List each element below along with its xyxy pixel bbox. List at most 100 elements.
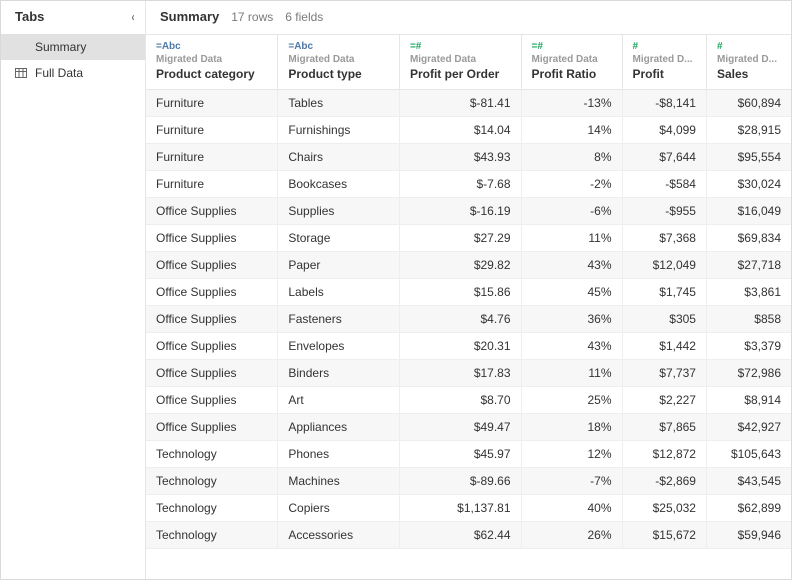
cell-pf: -$584 xyxy=(622,171,706,198)
table-row[interactable]: Office SuppliesLabels$15.8645%$1,745$3,8… xyxy=(146,279,791,306)
cell-ppo: $17.83 xyxy=(399,360,521,387)
sidebar-item-summary[interactable]: Summary xyxy=(1,34,145,60)
table-row[interactable]: Office SuppliesPaper$29.8243%$12,049$27,… xyxy=(146,252,791,279)
cell-ptype: Furnishings xyxy=(278,117,400,144)
cell-pr: 11% xyxy=(521,360,622,387)
cell-ptype: Chairs xyxy=(278,144,400,171)
cell-ptype: Art xyxy=(278,387,400,414)
column-source-label: Migrated Data xyxy=(410,54,511,65)
cell-ptype: Accessories xyxy=(278,522,400,549)
cell-ppo: $62.44 xyxy=(399,522,521,549)
cell-pf: $1,442 xyxy=(622,333,706,360)
column-header-pr[interactable]: =#Migrated DataProfit Ratio xyxy=(521,35,622,90)
cell-sl: $3,379 xyxy=(706,333,791,360)
table-row[interactable]: FurnitureBookcases$-7.68-2%-$584$30,024 xyxy=(146,171,791,198)
cell-pf: $7,644 xyxy=(622,144,706,171)
table-row[interactable]: Office SuppliesAppliances$49.4718%$7,865… xyxy=(146,414,791,441)
cell-sl: $3,861 xyxy=(706,279,791,306)
column-label: Product category xyxy=(156,67,267,81)
number-type-icon: # xyxy=(717,41,781,52)
table-row[interactable]: Office SuppliesStorage$27.2911%$7,368$69… xyxy=(146,225,791,252)
cell-pr: -13% xyxy=(521,90,622,117)
cell-sl: $60,894 xyxy=(706,90,791,117)
cell-cat: Office Supplies xyxy=(146,198,278,225)
cell-pf: $12,872 xyxy=(622,441,706,468)
table-row[interactable]: Office SuppliesSupplies$-16.19-6%-$955$1… xyxy=(146,198,791,225)
text-type-icon: =Abc xyxy=(288,41,389,52)
table-row[interactable]: TechnologyCopiers$1,137.8140%$25,032$62,… xyxy=(146,495,791,522)
cell-ppo: $27.29 xyxy=(399,225,521,252)
collapse-sidebar-icon[interactable]: ‹ xyxy=(132,10,135,24)
table-header-row: =AbcMigrated DataProduct category=AbcMig… xyxy=(146,35,791,90)
cell-pr: 45% xyxy=(521,279,622,306)
cell-ptype: Storage xyxy=(278,225,400,252)
table-row[interactable]: TechnologyPhones$45.9712%$12,872$105,643 xyxy=(146,441,791,468)
cell-pr: 11% xyxy=(521,225,622,252)
column-header-sl[interactable]: #Migrated D...Sales xyxy=(706,35,791,90)
cell-pr: 12% xyxy=(521,441,622,468)
cell-ptype: Binders xyxy=(278,360,400,387)
cell-pr: -6% xyxy=(521,198,622,225)
cell-pr: 36% xyxy=(521,306,622,333)
main-header: Summary 17 rows 6 fields xyxy=(146,1,791,34)
cell-ptype: Bookcases xyxy=(278,171,400,198)
cell-ppo: $49.47 xyxy=(399,414,521,441)
table-row[interactable]: TechnologyMachines$-89.66-7%-$2,869$43,5… xyxy=(146,468,791,495)
cell-pr: -2% xyxy=(521,171,622,198)
cell-sl: $27,718 xyxy=(706,252,791,279)
cell-ptype: Supplies xyxy=(278,198,400,225)
column-source-label: Migrated Data xyxy=(156,54,267,65)
column-header-ptype[interactable]: =AbcMigrated DataProduct type xyxy=(278,35,400,90)
sidebar-title: Tabs xyxy=(15,9,44,24)
cell-sl: $16,049 xyxy=(706,198,791,225)
table-row[interactable]: FurnitureFurnishings$14.0414%$4,099$28,9… xyxy=(146,117,791,144)
cell-pf: $4,099 xyxy=(622,117,706,144)
cell-ptype: Paper xyxy=(278,252,400,279)
cell-ptype: Tables xyxy=(278,90,400,117)
cell-ppo: $29.82 xyxy=(399,252,521,279)
column-source-label: Migrated Data xyxy=(532,54,612,65)
column-header-pf[interactable]: #Migrated D...Profit xyxy=(622,35,706,90)
row-count: 17 rows xyxy=(231,10,273,24)
number-type-icon: =# xyxy=(410,41,511,52)
cell-pf: $25,032 xyxy=(622,495,706,522)
cell-sl: $28,915 xyxy=(706,117,791,144)
column-header-ppo[interactable]: =# Migrated Data Profit per Order xyxy=(399,35,521,90)
sidebar-item-label: Summary xyxy=(35,40,86,54)
cell-cat: Office Supplies xyxy=(146,333,278,360)
cell-ppo: $43.93 xyxy=(399,144,521,171)
column-label: Profit per Order xyxy=(410,67,511,81)
table-row[interactable]: Office SuppliesArt$8.7025%$2,227$8,914 xyxy=(146,387,791,414)
table-row[interactable]: FurnitureTables$-81.41-13%-$8,141$60,894 xyxy=(146,90,791,117)
cell-ppo: $1,137.81 xyxy=(399,495,521,522)
column-header-cat[interactable]: =Abc Migrated Data Product category xyxy=(146,35,278,90)
cell-cat: Technology xyxy=(146,441,278,468)
column-label: Product type xyxy=(288,67,389,81)
cell-ppo: $45.97 xyxy=(399,441,521,468)
cell-sl: $59,946 xyxy=(706,522,791,549)
table-row[interactable]: FurnitureChairs$43.938%$7,644$95,554 xyxy=(146,144,791,171)
cell-pr: 25% xyxy=(521,387,622,414)
cell-pr: 18% xyxy=(521,414,622,441)
table-row[interactable]: Office SuppliesEnvelopes$20.3143%$1,442$… xyxy=(146,333,791,360)
table-row[interactable]: Office SuppliesBinders$17.8311%$7,737$72… xyxy=(146,360,791,387)
cell-sl: $105,643 xyxy=(706,441,791,468)
cell-ppo: $8.70 xyxy=(399,387,521,414)
cell-pr: 43% xyxy=(521,252,622,279)
cell-pf: $15,672 xyxy=(622,522,706,549)
cell-cat: Office Supplies xyxy=(146,387,278,414)
cell-pr: 43% xyxy=(521,333,622,360)
table-row[interactable]: TechnologyAccessories$62.4426%$15,672$59… xyxy=(146,522,791,549)
table-row[interactable]: Office SuppliesFasteners$4.7636%$305$858 xyxy=(146,306,791,333)
cell-ppo: $14.04 xyxy=(399,117,521,144)
sidebar-item-full-data[interactable]: Full Data xyxy=(1,60,145,86)
data-table: =AbcMigrated DataProduct category=AbcMig… xyxy=(146,34,791,549)
cell-pr: 26% xyxy=(521,522,622,549)
cell-sl: $72,986 xyxy=(706,360,791,387)
text-type-icon: =Abc xyxy=(156,41,267,52)
table-scroll[interactable]: =AbcMigrated DataProduct category=AbcMig… xyxy=(146,34,791,579)
cell-ppo: $4.76 xyxy=(399,306,521,333)
cell-sl: $8,914 xyxy=(706,387,791,414)
cell-cat: Office Supplies xyxy=(146,252,278,279)
column-source-label: Migrated D... xyxy=(633,54,696,65)
